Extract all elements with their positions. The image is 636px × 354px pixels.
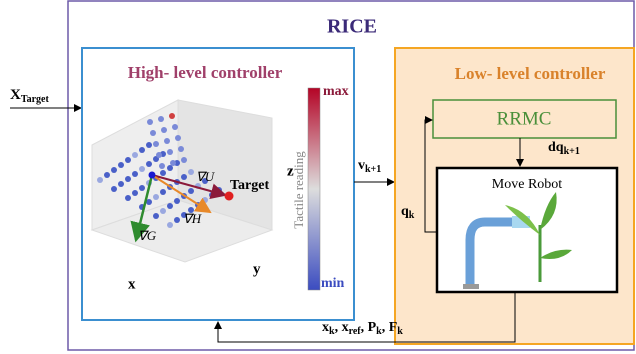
point xyxy=(172,124,178,130)
point xyxy=(139,166,145,172)
point xyxy=(181,157,187,163)
point xyxy=(132,152,138,158)
point xyxy=(125,176,131,182)
feedback-text: k xyxy=(397,326,403,337)
point xyxy=(188,188,194,194)
diagram: RICE XTarget High- level controller Targ… xyxy=(0,0,636,354)
point xyxy=(132,190,138,196)
point xyxy=(153,213,159,219)
colorbar-min: min xyxy=(321,276,345,291)
point xyxy=(167,149,173,155)
grad-g-label: ∇G xyxy=(138,228,157,243)
point xyxy=(175,135,181,141)
axis-y: y xyxy=(253,261,261,277)
point xyxy=(159,163,165,169)
point xyxy=(139,185,145,191)
colorbar xyxy=(308,88,320,290)
point xyxy=(167,203,173,209)
start-dot xyxy=(149,172,156,179)
point xyxy=(147,119,153,125)
feedback-text: , F xyxy=(382,320,398,335)
title: RICE xyxy=(327,16,377,38)
point xyxy=(153,141,159,147)
feedback-text: , x xyxy=(335,320,349,335)
target-label: Target xyxy=(230,178,269,193)
grad-u-label: ∇U xyxy=(196,169,216,184)
point xyxy=(132,171,138,177)
point xyxy=(160,189,166,195)
point xyxy=(125,195,131,201)
point xyxy=(153,194,159,200)
point xyxy=(160,208,166,214)
point xyxy=(146,161,152,167)
grad-h-label: ∇H xyxy=(183,211,202,226)
point xyxy=(139,147,145,153)
point xyxy=(181,174,187,180)
point xyxy=(167,222,173,228)
point xyxy=(169,113,175,119)
feedback-label: xk, xref, Pk, Fk xyxy=(322,320,403,337)
point xyxy=(118,181,124,187)
point xyxy=(158,116,164,122)
robot-label: Move Robot xyxy=(492,177,563,192)
point xyxy=(160,170,166,176)
axis-x: x xyxy=(128,276,136,292)
colorbar-max: max xyxy=(323,84,349,99)
point xyxy=(156,152,162,158)
rrmc-label: RRMC xyxy=(497,108,552,129)
point xyxy=(118,162,124,168)
point xyxy=(188,169,194,175)
point xyxy=(150,130,156,136)
low-level-title: Low- level controller xyxy=(455,64,606,83)
colorbar-label: Tactile reading xyxy=(291,151,306,229)
point xyxy=(97,177,103,183)
point xyxy=(178,146,184,152)
point xyxy=(104,172,110,178)
input-label: XTarget xyxy=(10,87,49,105)
point xyxy=(161,127,167,133)
point xyxy=(125,157,131,163)
point xyxy=(164,138,170,144)
point xyxy=(146,142,152,148)
point xyxy=(202,197,208,203)
feedback-text: x xyxy=(322,320,329,335)
point xyxy=(111,186,117,192)
point xyxy=(111,167,117,173)
point xyxy=(174,198,180,204)
feedback-text: , P xyxy=(361,320,377,335)
feedback-text: ref xyxy=(349,326,362,337)
velocity-label: vk+1 xyxy=(358,158,381,175)
point xyxy=(170,160,176,166)
point xyxy=(167,165,173,171)
high-level-title: High- level controller xyxy=(128,63,283,82)
point xyxy=(174,217,180,223)
